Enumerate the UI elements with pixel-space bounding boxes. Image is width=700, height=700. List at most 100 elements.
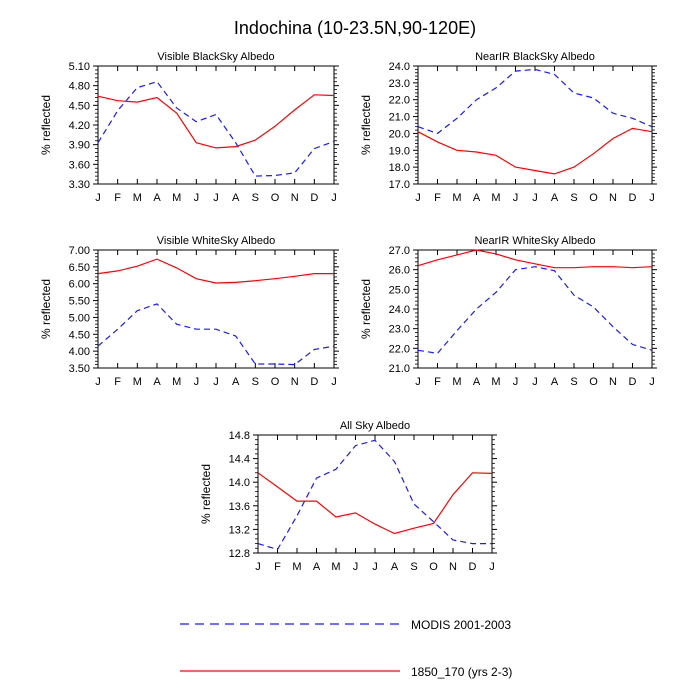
x-tick-label: J: [513, 192, 519, 204]
y-tick-label: 21.0: [389, 112, 410, 124]
panel-title: Visible BlackSky Albedo: [157, 51, 274, 63]
x-tick-label: J: [255, 561, 261, 573]
x-tick-label: A: [473, 376, 481, 388]
y-tick-label: 12.8: [229, 548, 250, 560]
x-tick-label: M: [491, 376, 500, 388]
y-tick-label: 14.4: [229, 454, 250, 466]
y-tick-label: 14.8: [229, 430, 250, 442]
x-tick-label: A: [232, 376, 240, 388]
x-tick-label: F: [434, 192, 441, 204]
y-axis-label: % reflected: [39, 279, 53, 339]
x-tick-label: J: [213, 376, 219, 388]
y-tick-label: 5.50: [69, 296, 90, 308]
x-tick-label: J: [95, 376, 101, 388]
x-tick-label: J: [194, 192, 200, 204]
x-tick-label: M: [452, 192, 461, 204]
x-tick-label: J: [353, 561, 359, 573]
y-tick-label: 14.0: [229, 477, 250, 489]
x-tick-label: S: [570, 192, 577, 204]
y-tick-label: 26.0: [389, 265, 410, 277]
model-series-line: [257, 472, 493, 535]
modis-series-line: [257, 439, 492, 551]
x-tick-label: O: [271, 192, 280, 204]
x-tick-label: A: [313, 561, 321, 573]
y-tick-label: 3.30: [69, 179, 90, 191]
y-tick-label: 3.60: [69, 159, 90, 171]
figure-title: Indochina (10-23.5N,90-120E): [234, 18, 476, 38]
plot-frame: [417, 65, 653, 185]
y-tick-label: 25.0: [389, 284, 410, 296]
x-tick-label: J: [532, 376, 538, 388]
x-tick-label: A: [391, 561, 399, 573]
y-tick-label: 4.00: [69, 346, 90, 358]
x-tick-label: F: [434, 376, 441, 388]
y-tick-label: 6.50: [69, 262, 90, 274]
x-tick-label: M: [172, 376, 181, 388]
plot-frame: [97, 65, 335, 185]
x-tick-label: J: [415, 376, 421, 388]
x-tick-label: M: [133, 192, 142, 204]
y-axis-label: % reflected: [359, 279, 373, 339]
x-tick-label: O: [271, 376, 280, 388]
x-tick-label: O: [429, 561, 438, 573]
x-tick-label: A: [153, 192, 161, 204]
y-tick-label: 24.0: [389, 61, 410, 73]
y-tick-label: 23.0: [389, 324, 410, 336]
x-tick-label: J: [331, 192, 337, 204]
y-tick-label: 22.0: [389, 343, 410, 355]
y-tick-label: 4.50: [69, 329, 90, 341]
x-tick-label: J: [213, 192, 219, 204]
model-series-line: [417, 249, 653, 269]
x-tick-label: M: [133, 376, 142, 388]
x-tick-label: M: [292, 561, 301, 573]
x-tick-label: D: [629, 376, 637, 388]
model-series-line: [97, 258, 334, 284]
y-tick-label: 17.0: [389, 179, 410, 191]
x-tick-label: A: [551, 376, 559, 388]
x-tick-label: D: [310, 376, 318, 388]
y-tick-label: 6.00: [69, 279, 90, 291]
x-tick-label: A: [473, 192, 481, 204]
panel-title: NearIR BlackSky Albedo: [475, 51, 595, 63]
x-tick-label: D: [629, 192, 637, 204]
x-tick-label: N: [291, 192, 299, 204]
modis-series-line: [417, 68, 653, 135]
x-tick-label: N: [609, 192, 617, 204]
panel-title: NearIR WhiteSky Albedo: [474, 235, 595, 247]
y-tick-label: 23.0: [389, 78, 410, 90]
y-tick-label: 4.80: [69, 81, 90, 93]
y-tick-label: 4.50: [69, 100, 90, 112]
x-tick-label: N: [291, 376, 299, 388]
x-tick-label: M: [172, 192, 181, 204]
x-tick-label: A: [551, 192, 559, 204]
x-tick-label: F: [114, 376, 121, 388]
x-tick-label: S: [252, 192, 259, 204]
panel-title: Visible WhiteSky Albedo: [157, 235, 275, 247]
x-tick-label: M: [452, 376, 461, 388]
y-tick-label: 13.6: [229, 501, 250, 513]
x-tick-label: J: [532, 192, 538, 204]
x-tick-label: J: [649, 192, 655, 204]
plot-frame: [257, 434, 493, 554]
y-axis-label: % reflected: [199, 464, 213, 524]
y-tick-label: 5.10: [69, 61, 90, 73]
modis-series-line: [97, 303, 335, 366]
x-tick-label: S: [410, 561, 417, 573]
y-tick-label: 3.50: [69, 363, 90, 375]
x-tick-label: N: [609, 376, 617, 388]
y-tick-label: 3.90: [69, 140, 90, 152]
y-tick-label: 27.0: [389, 245, 410, 257]
model-series-line: [417, 127, 653, 175]
legend-modis-label: MODIS 2001-2003: [411, 618, 511, 632]
legend-model-label: 1850_170 (yrs 2-3): [411, 665, 512, 679]
y-axis-label: % reflected: [359, 95, 373, 155]
x-tick-label: M: [331, 561, 340, 573]
y-tick-label: 5.00: [69, 312, 90, 324]
plot-frame: [417, 249, 653, 369]
y-tick-label: 19.0: [389, 145, 410, 157]
x-tick-label: J: [372, 561, 378, 573]
model-series-line: [97, 94, 335, 149]
